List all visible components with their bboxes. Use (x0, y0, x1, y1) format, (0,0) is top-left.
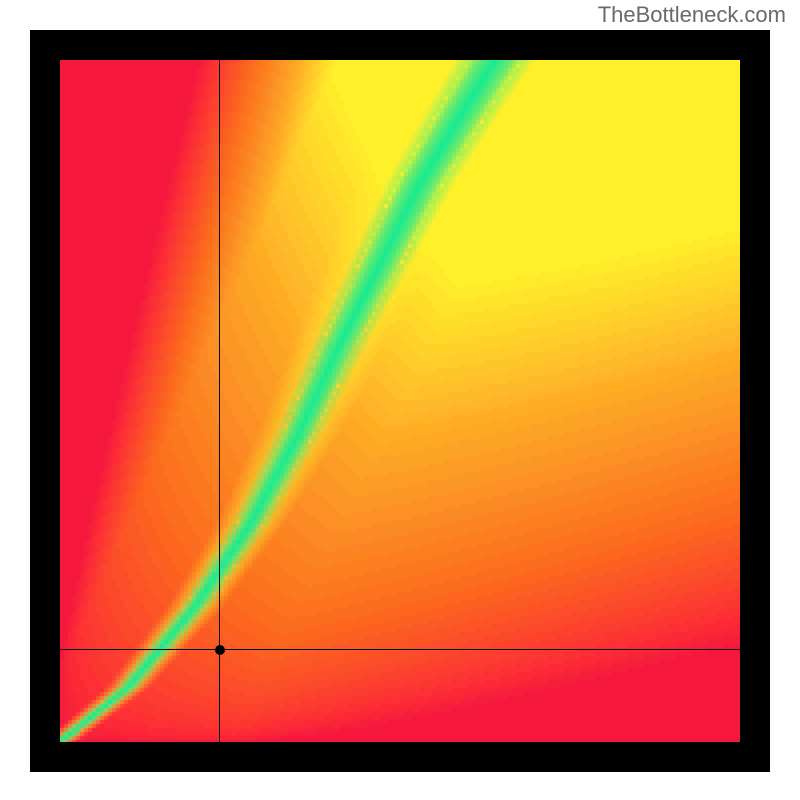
bottleneck-heatmap (60, 60, 740, 742)
crosshair-horizontal (60, 649, 740, 650)
crosshair-vertical (219, 60, 220, 742)
figure-container: TheBottleneck.com (0, 0, 800, 800)
watermark-text: TheBottleneck.com (598, 2, 786, 28)
crosshair-marker (215, 645, 225, 655)
